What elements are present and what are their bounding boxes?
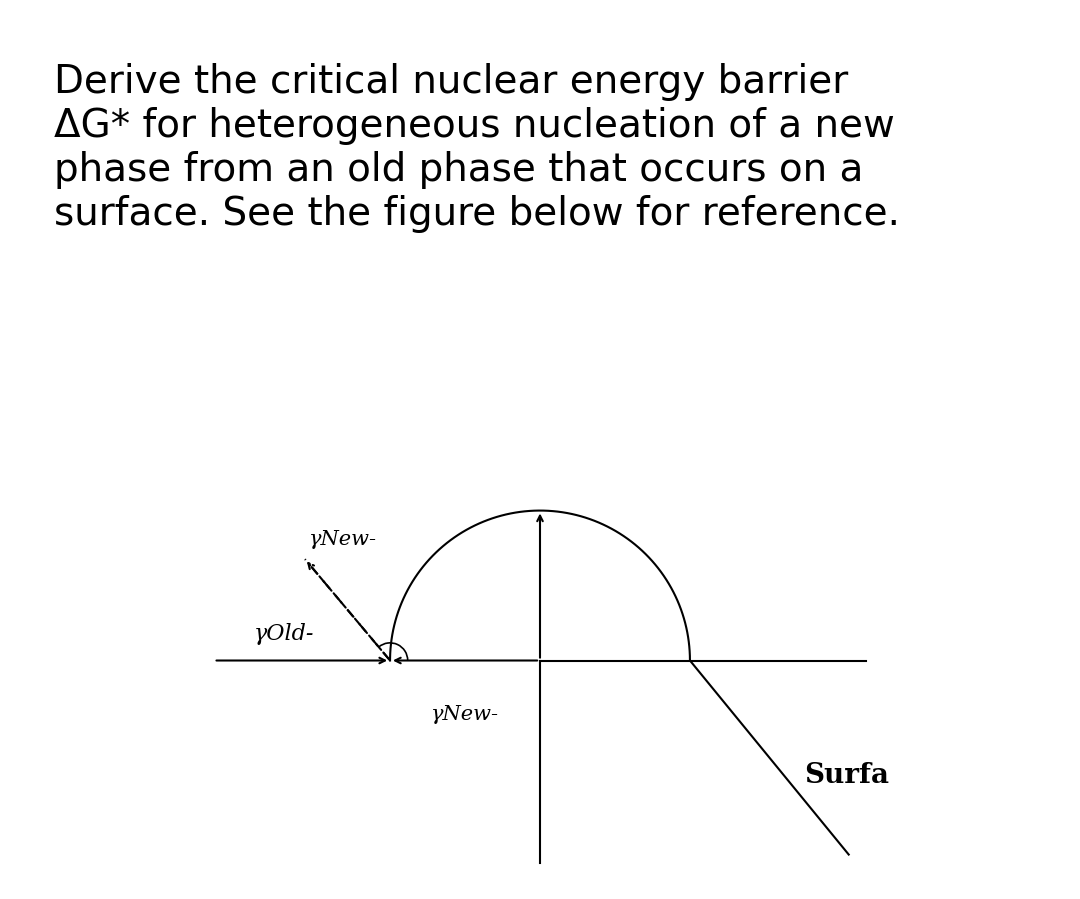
Text: Derive the critical nuclear energy barrier
ΔG* for heterogeneous nucleation of a: Derive the critical nuclear energy barri… xyxy=(54,63,900,233)
Text: γOld-: γOld- xyxy=(254,623,314,645)
Text: Surfa: Surfa xyxy=(805,761,890,788)
Text: γNew-: γNew- xyxy=(431,705,499,724)
Text: γNew-: γNew- xyxy=(309,530,377,548)
